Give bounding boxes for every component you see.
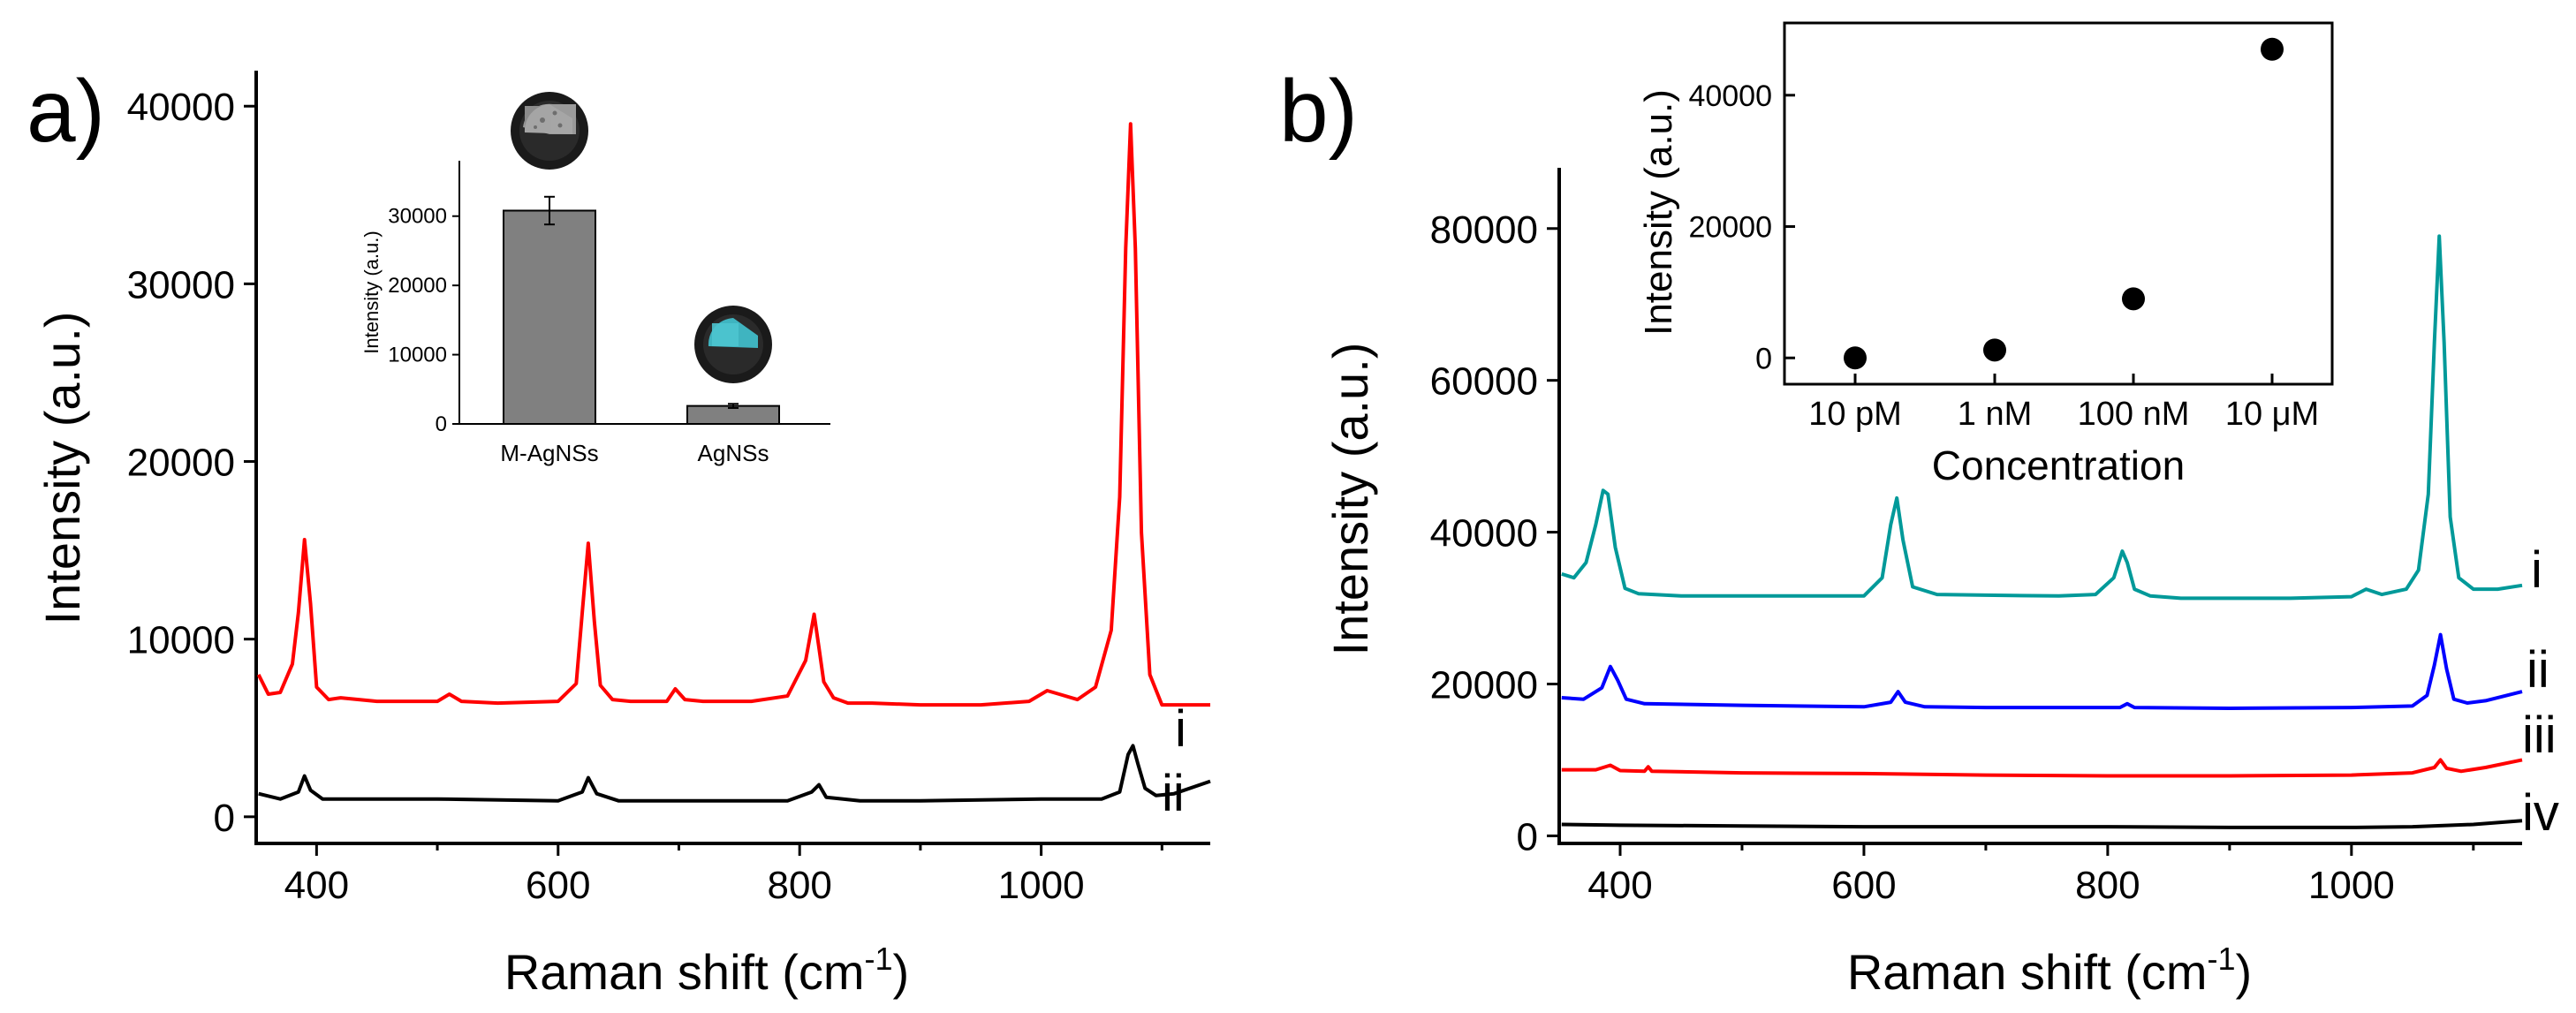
- m-agns-sphere-icon: [511, 92, 588, 170]
- panel-b-xtick-label: 400: [1587, 864, 1652, 907]
- panel-a-label: a): [27, 62, 105, 161]
- panel-a-xtick-label: 1000: [998, 864, 1085, 907]
- panel-a-series-label-i: i: [1175, 700, 1186, 758]
- inset-b-ytick-label: 20000: [1688, 211, 1772, 245]
- panel-b-series-iv: [1561, 819, 2523, 829]
- panel-b-series-label-ii: ii: [2527, 641, 2549, 699]
- panel-b-xtick-label: 800: [2075, 864, 2140, 907]
- panel-b-ytick-label: 80000: [1430, 208, 1538, 252]
- inset-b-ytick-label: 40000: [1688, 79, 1772, 113]
- inset-a-ylabel: Intensity (a.u.): [360, 231, 383, 353]
- inset-b-xtick-label: 100 nM: [2078, 396, 2190, 433]
- panel-b-ytick-label: 20000: [1430, 663, 1538, 707]
- panel-b-ylabel: Intensity (a.u.): [1322, 343, 1378, 656]
- inset-a-category-label: M-AgNSs: [500, 440, 598, 466]
- inset-b-ylabel: Intensity (a.u.): [1637, 89, 1680, 336]
- panel-b-series-label-iii: iii: [2522, 707, 2557, 764]
- panel-a-xtick-label: 400: [284, 864, 349, 907]
- inset-b-point: [1844, 346, 1867, 370]
- panel-b-ytick-label: 60000: [1430, 360, 1538, 404]
- inset-a-ytick-label: 20000: [388, 274, 447, 298]
- panel-a-ylabel: Intensity (a.u.): [34, 312, 90, 625]
- panel-a-xtick-label: 600: [526, 864, 590, 907]
- panel-a-ytick-label: 20000: [127, 442, 235, 485]
- panel-a-xlabel: Raman shift (cm-1): [504, 941, 909, 1000]
- inset-b-xtick-label: 10 pM: [1808, 396, 1902, 433]
- inset-a-ytick-label: 30000: [388, 205, 447, 229]
- agns-sphere-icon: [694, 306, 772, 383]
- panel-b-series-label-i: i: [2531, 541, 2542, 599]
- panel-a-ytick-label: 10000: [127, 619, 235, 662]
- panel-b-series-i: [1561, 234, 2523, 601]
- inset-b-frame: [1783, 21, 2334, 386]
- panel-b-series-iii: [1561, 758, 2523, 778]
- panel-a-xtick-label: 800: [767, 864, 831, 907]
- inset-b-xtick-label: 10 μM: [2225, 396, 2319, 433]
- inset-b-ytick-label: 0: [1755, 342, 1772, 375]
- inset-a-ytick-label: 0: [436, 412, 447, 436]
- panel-a-series-ii: [258, 744, 1211, 803]
- inset-a-ytick-label: 10000: [388, 344, 447, 367]
- panel-b-ytick-label: 0: [1517, 815, 1538, 858]
- inset-b-xlabel: Concentration: [1932, 442, 2185, 488]
- inset-b-point: [2122, 287, 2145, 311]
- panel-b-series-ii: [1561, 632, 2523, 710]
- panel-a-ytick-label: 0: [214, 797, 235, 840]
- panel-b-ytick-label: 40000: [1430, 512, 1538, 556]
- panel-b-series-label-iv: iv: [2522, 784, 2559, 842]
- panel-a-ytick-label: 30000: [127, 263, 235, 306]
- panel-b-label: b): [1279, 62, 1358, 161]
- panel-a-series-i: [256, 122, 1210, 707]
- panel-b-xlabel: Raman shift (cm-1): [1847, 941, 2252, 1000]
- inset-b-xtick-label: 1 nM: [1958, 396, 2032, 433]
- panel-b-xtick-label: 1000: [2308, 864, 2395, 907]
- panel-a-axes: [254, 71, 1210, 845]
- panel-b-axes: [1557, 168, 2522, 845]
- panel-a-series-label-ii: ii: [1162, 765, 1185, 822]
- inset-a-category-label: AgNSs: [698, 440, 769, 466]
- inset-b-point: [1983, 338, 2006, 362]
- inset-a-bar-M-AgNSs: [503, 209, 596, 425]
- inset-b-point: [2261, 37, 2284, 61]
- panel-a-ytick-label: 40000: [127, 86, 235, 129]
- panel-b-xtick-label: 600: [1831, 864, 1896, 907]
